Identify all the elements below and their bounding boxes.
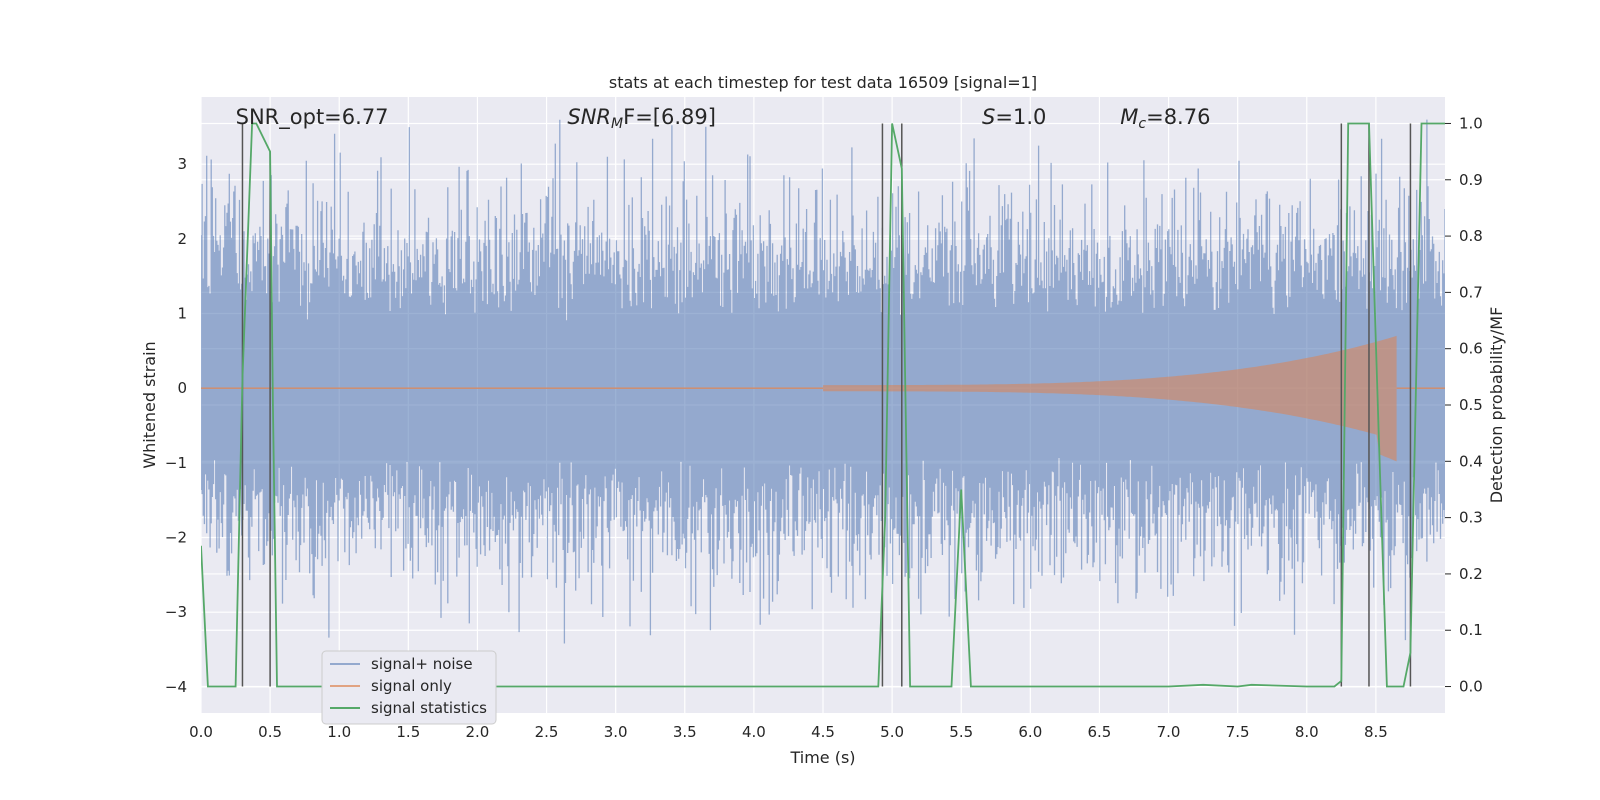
x-tick-label: 6.0 <box>1018 723 1042 741</box>
signal-envelope <box>823 335 1397 462</box>
y-tick-label-right: 0.8 <box>1459 227 1483 245</box>
signal-statistics-series <box>201 122 1445 688</box>
x-tick-label: 4.5 <box>811 723 835 741</box>
y-tick-label-right: 0.3 <box>1459 509 1483 527</box>
x-tick-label: 2.5 <box>535 723 559 741</box>
y-tick-label: 0 <box>177 379 187 397</box>
annotation-3: Mc=8.76 <box>1120 105 1210 132</box>
x-tick-label: 0.0 <box>189 723 213 741</box>
y-tick-label-right: 0.1 <box>1459 621 1483 639</box>
y-tick-label: −3 <box>165 603 187 621</box>
y-tick-label-right: 0.4 <box>1459 452 1483 470</box>
legend-label-noise: signal+ noise <box>371 655 473 673</box>
y-tick-label: 2 <box>177 230 187 248</box>
signal-only-series <box>201 335 1445 462</box>
vertical-markers <box>241 123 1412 687</box>
y-axis-label: Whitened strain <box>140 341 159 468</box>
y-tick-label-right: 0.5 <box>1459 396 1483 414</box>
statistics-line <box>201 122 1445 688</box>
annotation-2: S=1.0 <box>982 105 1046 129</box>
x-tick-label: 3.5 <box>673 723 697 741</box>
y-tick-label-right: 1.0 <box>1459 114 1483 132</box>
annotation-0: SNR_opt=6.77 <box>236 105 389 130</box>
y-tick-label: 1 <box>177 305 187 323</box>
x-tick-label: 5.5 <box>949 723 973 741</box>
annotations: SNR_opt=6.77 SNRMF=[6.89] S=1.0 Mc=8.76 <box>236 105 1211 132</box>
y-ticks-left: −4 −3 −2 −1 0 1 2 3 <box>165 155 187 696</box>
y-tick-label-right: 0.2 <box>1459 565 1483 583</box>
x-tick-label: 1.0 <box>327 723 351 741</box>
x-tick-label: 7.5 <box>1226 723 1250 741</box>
legend-box <box>321 650 497 725</box>
legend-label-signal: signal only <box>371 677 452 695</box>
chart-title: stats at each timestep for test data 165… <box>609 73 1037 92</box>
y-tick-label-right: 0.6 <box>1459 340 1483 358</box>
x-axis-label: Time (s) <box>789 748 855 767</box>
legend: signal+ noise signal only signal statist… <box>321 650 497 725</box>
x-ticks: 0.0 0.5 1.0 1.5 2.0 2.5 3.0 3.5 4.0 4.5 5.0 5.5 6.0 6… <box>189 723 1388 741</box>
legend-label-statistics: signal statistics <box>371 699 487 717</box>
annotation-1: SNRMF=[6.89] <box>567 105 716 132</box>
x-tick-label: 2.0 <box>466 723 490 741</box>
y-ticks-right: 0.0 0.1 0.2 0.3 0.4 0.5 0.6 0.7 0.8 0.9 1.0 <box>1445 114 1483 696</box>
x-tick-label: 4.0 <box>742 723 766 741</box>
x-tick-label: 8.0 <box>1295 723 1319 741</box>
x-tick-label: 7.0 <box>1157 723 1181 741</box>
x-tick-label: 3.0 <box>604 723 628 741</box>
y-tick-label: −1 <box>165 454 187 472</box>
x-tick-label: 8.5 <box>1364 723 1388 741</box>
y-tick-label: −2 <box>165 529 187 547</box>
y-tick-label-right: 0.0 <box>1459 678 1483 696</box>
y-tick-label: −4 <box>165 678 187 696</box>
y-tick-label-right: 0.7 <box>1459 283 1483 301</box>
x-tick-label: 6.5 <box>1088 723 1112 741</box>
y-axis-label-right: Detection probability/MF <box>1487 307 1506 504</box>
x-tick-label: 1.5 <box>396 723 420 741</box>
x-tick-label: 0.5 <box>258 723 282 741</box>
y-tick-label: 3 <box>177 155 187 173</box>
y-tick-label-right: 0.9 <box>1459 171 1483 189</box>
x-tick-label: 5.0 <box>880 723 904 741</box>
